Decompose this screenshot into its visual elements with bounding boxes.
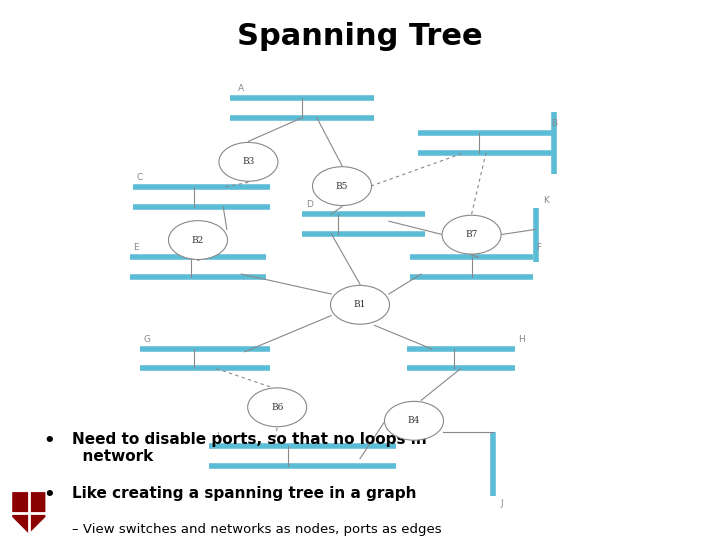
Polygon shape — [12, 491, 46, 535]
Text: J: J — [500, 499, 503, 508]
Text: •: • — [43, 485, 55, 503]
Text: G: G — [144, 335, 151, 343]
Text: B6: B6 — [271, 403, 284, 412]
Text: B3: B3 — [242, 157, 255, 166]
Text: I: I — [216, 432, 219, 441]
Text: K: K — [544, 196, 549, 205]
Text: E: E — [133, 243, 139, 252]
Text: – View switches and networks as nodes, ports as edges: – View switches and networks as nodes, p… — [72, 523, 441, 536]
Text: B5: B5 — [336, 181, 348, 191]
Text: Like creating a spanning tree in a graph: Like creating a spanning tree in a graph — [72, 485, 416, 501]
Text: Need to disable ports, so that no loops in
  network: Need to disable ports, so that no loops … — [72, 431, 427, 464]
Text: B2: B2 — [192, 235, 204, 245]
Text: A: A — [238, 84, 244, 93]
Text: B7: B7 — [465, 230, 478, 239]
Text: H: H — [518, 335, 525, 343]
Ellipse shape — [384, 401, 444, 440]
Text: •: • — [43, 431, 55, 450]
Text: B4: B4 — [408, 416, 420, 426]
Ellipse shape — [312, 167, 372, 206]
Text: Spanning Tree: Spanning Tree — [237, 22, 483, 51]
Ellipse shape — [248, 388, 307, 427]
Text: C: C — [137, 173, 143, 182]
Ellipse shape — [442, 215, 501, 254]
Text: F: F — [536, 243, 541, 252]
Text: B1: B1 — [354, 300, 366, 309]
Ellipse shape — [168, 221, 228, 260]
Text: D: D — [306, 200, 313, 209]
Text: B: B — [551, 119, 557, 128]
Ellipse shape — [330, 285, 390, 324]
Ellipse shape — [219, 143, 278, 181]
